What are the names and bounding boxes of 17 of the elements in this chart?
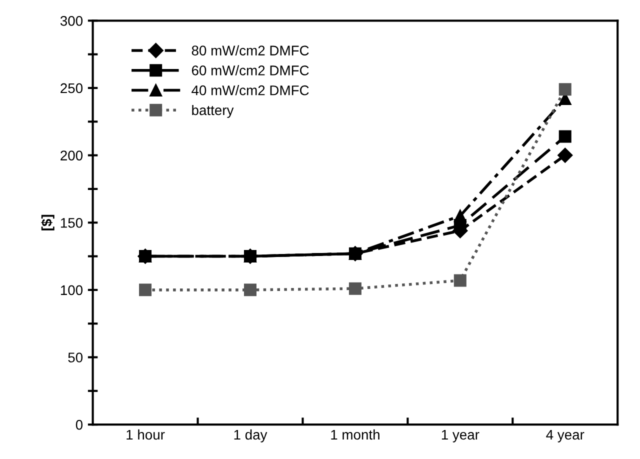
- legend-label: 40 mW/cm2 DMFC: [192, 85, 309, 96]
- legend-label: 80 mW/cm2 DMFC: [192, 45, 309, 56]
- x-tick-label: 4 year: [546, 430, 584, 442]
- x-tick-label: 1 year: [442, 430, 480, 442]
- y-tick-label: 100: [60, 285, 83, 296]
- x-tick-label: 1 hour: [126, 429, 165, 440]
- y-tick-label: 250: [60, 83, 83, 94]
- y-tick-label: 200: [60, 150, 83, 160]
- y-tick-label: 300: [60, 16, 83, 26]
- y-tick-label: 50: [68, 352, 83, 362]
- y-tick-label: 0: [76, 420, 83, 430]
- x-tick-label: 1 day: [234, 429, 268, 442]
- x-tick-label: 1 month: [331, 429, 380, 440]
- y-axis-title: [$]: [41, 214, 54, 230]
- legend-label: battery: [192, 104, 234, 118]
- legend-label: 60 mW/cm2 DMFC: [192, 65, 309, 76]
- y-tick-label: 150: [60, 218, 83, 228]
